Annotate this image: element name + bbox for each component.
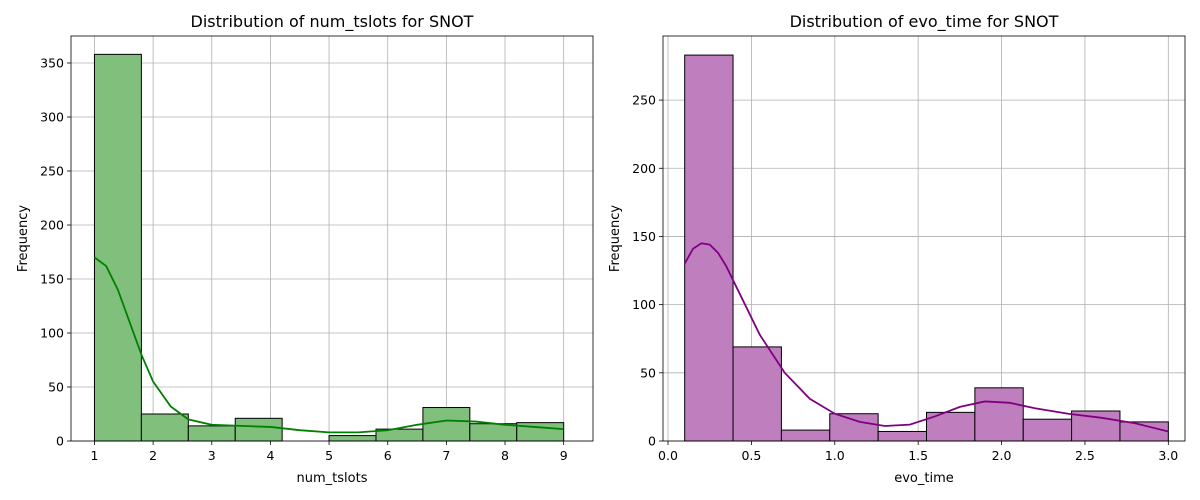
kde-curve-num-tslots [93, 256, 564, 434]
x-tick-label: 4 [266, 448, 274, 463]
y-tick-label: 150 [632, 229, 656, 244]
x-axis-label: evo_time [894, 471, 954, 486]
histogram-bar [187, 425, 236, 442]
axes-frame [70, 35, 594, 442]
y-tick-label: 300 [40, 110, 64, 125]
histogram-bar [328, 435, 377, 442]
histogram-bar [877, 430, 928, 442]
x-tick-label: 6 [384, 448, 392, 463]
kde-curve-evo-time [683, 242, 1169, 433]
y-tick-label: 200 [632, 161, 656, 176]
histogram-bar [974, 387, 1024, 442]
x-tick-label: 5 [325, 448, 333, 463]
x-tick-label: 3 [208, 448, 216, 463]
y-tick-label: 0 [56, 434, 64, 449]
x-tick-label: 2.5 [1075, 448, 1095, 463]
histogram-bar [732, 346, 782, 442]
histogram-bar [469, 423, 518, 442]
histogram-bar [780, 429, 831, 442]
x-tick-label: 1 [90, 448, 98, 463]
histogram-evo-time: 0.0 0.5 1.0 1.5 2.0 2.5 3.0 0 50 100 150 200 250 Dis… [608, 12, 1186, 486]
y-tick-label: 200 [40, 218, 64, 233]
x-tick-label: 1.0 [825, 448, 845, 463]
y-tick-label: 350 [40, 56, 64, 71]
y-tick-label: 50 [48, 380, 64, 395]
x-tick-label: 9 [560, 448, 568, 463]
y-tick-label: 50 [640, 365, 656, 380]
x-tick-label: 8 [501, 448, 509, 463]
histogram-bar [140, 413, 189, 442]
y-tick-label: 250 [632, 93, 656, 108]
chart-title: Distribution of num_tslots for SNOT [191, 12, 474, 32]
x-tick-label: 2 [149, 448, 157, 463]
x-tick-label: 3.0 [1158, 448, 1178, 463]
x-tick-label: 2.0 [992, 448, 1012, 463]
histogram-num-tslots: 1 2 3 4 5 6 7 8 9 0 50 100 150 200 250 300 350 Distribut… [16, 12, 594, 486]
x-tick-label: 0.5 [741, 448, 761, 463]
histogram-bar [422, 407, 471, 442]
y-tick-label: 250 [40, 164, 64, 179]
histogram-bar [829, 413, 879, 442]
histogram-bar [684, 54, 734, 442]
axes-frame [662, 35, 1186, 442]
y-tick-label: 100 [40, 326, 64, 341]
x-tick-label: 1.5 [908, 448, 928, 463]
histogram-bar [234, 417, 283, 442]
y-tick-label: 100 [632, 297, 656, 312]
y-axis-label: Frequency [608, 205, 623, 272]
x-tick-label: 7 [442, 448, 450, 463]
y-tick-label: 150 [40, 272, 64, 287]
x-axis-label: num_tslots [297, 471, 368, 486]
histogram-bar [1022, 418, 1073, 442]
y-tick-label: 0 [648, 434, 656, 449]
x-tick-label: 0.0 [658, 448, 678, 463]
y-axis-label: Frequency [16, 205, 31, 272]
chart-title: Distribution of evo_time for SNOT [790, 12, 1059, 32]
histogram-bar [93, 53, 142, 442]
